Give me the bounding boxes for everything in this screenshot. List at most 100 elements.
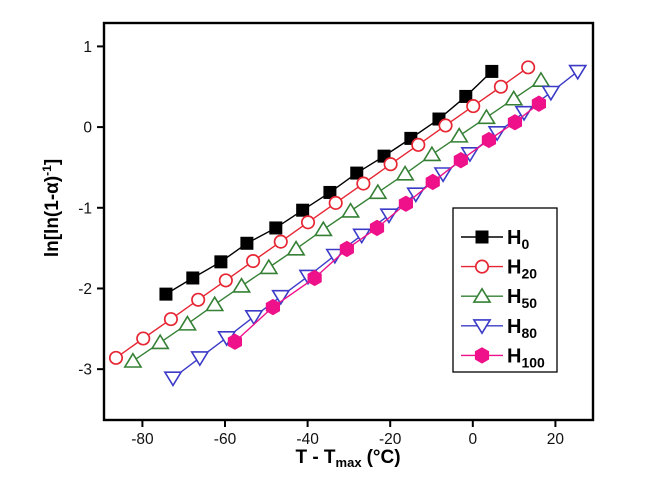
series-H50-marker	[177, 315, 197, 331]
series-H50-marker	[205, 295, 225, 312]
x-tick-label: 0	[469, 431, 478, 448]
series-H50-marker	[449, 127, 469, 143]
x-tick-label: -60	[214, 431, 237, 448]
x-axis-title-units: (°C)	[366, 447, 401, 468]
legend-triangle-up-open-icon	[472, 287, 492, 303]
series-H80-marker	[190, 351, 210, 367]
y-axis-title: ln[ln(1-α)-1]	[40, 108, 64, 308]
y-tick-label: 0	[83, 120, 92, 137]
series-H100-marker	[369, 219, 385, 237]
series-H0	[159, 64, 499, 301]
legend-entry-H100: H100	[461, 345, 545, 370]
series-H100-marker	[481, 131, 497, 149]
legend-entry-H80: H80	[461, 316, 537, 341]
series-H0-marker	[214, 255, 228, 269]
series-H100-marker	[265, 298, 281, 316]
series-H50-marker	[504, 89, 524, 106]
y-axis-title-close: ]	[42, 158, 63, 166]
legend-label-H100: H100	[507, 345, 545, 370]
legend-entry-H20: H20	[461, 257, 537, 282]
series-H0-marker	[269, 221, 283, 235]
series-H50-marker	[476, 108, 496, 125]
series-H80-marker	[163, 371, 183, 387]
series-H50-marker	[395, 164, 415, 181]
series-H0-marker	[186, 271, 200, 285]
series-H50-marker	[422, 145, 442, 162]
series-H20-marker	[246, 253, 261, 269]
y-axis-title-text: ln[ln(1-α)	[42, 175, 63, 258]
legend: H0 H20 H50 H80 H100	[452, 207, 558, 373]
series-H50-marker	[341, 202, 361, 218]
y-tick-label: -2	[78, 281, 92, 298]
series-H50-line	[132, 79, 542, 362]
series-H50-marker	[232, 277, 252, 293]
series-H100-marker	[339, 240, 354, 258]
series-H20-marker	[521, 60, 536, 75]
x-axis-title: T - Tmax (°C)	[208, 447, 488, 470]
plot-frame	[102, 21, 595, 422]
series-H100-marker	[531, 95, 546, 112]
series-H50-marker	[259, 258, 279, 275]
y-axis-title-superscript: -1	[40, 165, 54, 176]
series-H20-marker	[466, 99, 481, 114]
series-H50-marker	[150, 333, 170, 350]
series-H50-marker	[313, 220, 333, 237]
series-H20-marker	[273, 234, 288, 249]
series-H20-marker	[383, 157, 398, 172]
legend-entry-H0: H0	[461, 227, 529, 252]
legend-label-H0: H0	[507, 227, 529, 252]
series-H50-marker	[531, 71, 551, 87]
legend-hexagon-filled-icon	[474, 347, 490, 364]
series-H20-marker	[136, 331, 151, 346]
legend-triangle-down-open-icon	[472, 319, 492, 335]
x-axis-title-subscript: max	[335, 455, 362, 470]
x-axis-title-text: T - T	[295, 447, 336, 468]
series-H20-marker	[108, 350, 124, 365]
series-H50	[123, 71, 551, 368]
x-tick-label: 20	[547, 431, 565, 448]
series-H0-marker	[296, 203, 310, 217]
legend-box	[452, 207, 558, 373]
series-H20-line	[115, 66, 529, 359]
y-tick-label: -1	[78, 200, 92, 217]
series-H20-marker	[163, 312, 178, 327]
series-H0-marker	[485, 64, 499, 78]
series-H20-marker	[328, 195, 343, 210]
series-H50-marker	[368, 183, 388, 200]
series-H100-marker	[398, 195, 414, 212]
series-H80-marker	[379, 208, 399, 224]
series-H100	[227, 95, 546, 350]
series-H100-marker	[507, 114, 523, 131]
series-H100-marker	[453, 151, 468, 169]
x-tick-label: -20	[379, 431, 402, 448]
series-H20-marker	[493, 79, 508, 94]
series-H80-marker	[568, 64, 588, 81]
y-tick-label: 1	[83, 39, 92, 56]
legend-label-H50: H50	[507, 286, 537, 311]
series-H0-marker	[350, 166, 364, 180]
series-H20-marker	[438, 118, 453, 133]
series-H80-marker	[271, 289, 291, 306]
series-H80-marker	[514, 105, 534, 122]
series-H80-marker	[487, 126, 507, 142]
legend-square-filled-icon	[475, 230, 489, 244]
x-tick-label: -80	[131, 431, 154, 448]
y-tick-label: -3	[78, 362, 92, 379]
series-H0-marker	[159, 287, 173, 301]
legend-circle-open-icon	[474, 259, 490, 274]
series-H20-marker	[191, 292, 206, 307]
series-H20-marker	[218, 273, 233, 288]
legend-label-H20: H20	[507, 257, 537, 282]
series-H20-marker	[300, 215, 316, 230]
series-H100-marker	[227, 333, 243, 350]
series-H100-marker	[307, 269, 322, 287]
series-H20-marker	[356, 176, 371, 191]
series-H20	[108, 60, 536, 365]
series-H50-marker	[286, 239, 306, 256]
series-H80-marker	[244, 310, 264, 326]
x-tick-label: -40	[296, 431, 319, 448]
legend-entry-H50: H50	[461, 286, 537, 311]
series-H0-marker	[240, 236, 254, 250]
